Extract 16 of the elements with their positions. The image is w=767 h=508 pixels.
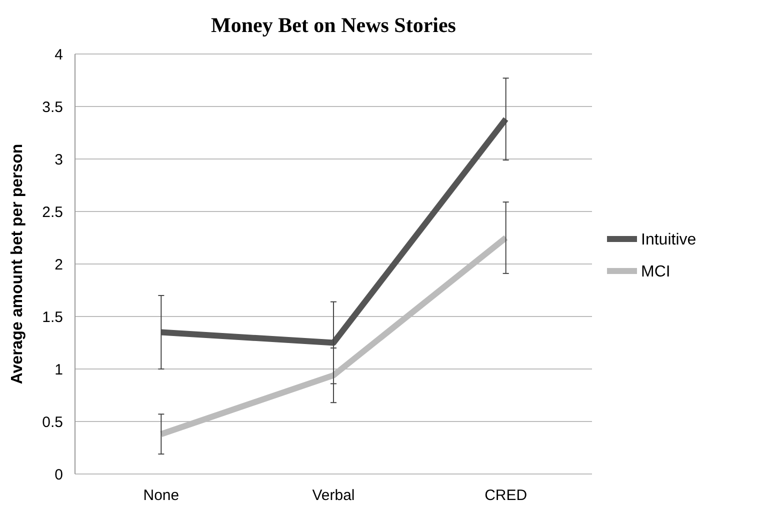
legend-label: MCI bbox=[641, 264, 670, 281]
y-tick-label: 1.5 bbox=[42, 308, 63, 326]
y-tick-label: 2.5 bbox=[42, 204, 63, 221]
y-tick-label: 3 bbox=[54, 151, 63, 168]
legend-label: Intuitive bbox=[641, 232, 696, 249]
x-tick-label: None bbox=[143, 487, 180, 504]
y-tick-label: 2 bbox=[54, 256, 63, 274]
y-tick-label: 4 bbox=[54, 46, 63, 64]
y-tick-label: 0.5 bbox=[42, 414, 63, 431]
y-tick-label: 3.5 bbox=[42, 98, 63, 116]
x-tick-label: Verbal bbox=[312, 487, 355, 504]
y-axis-title: Average amount bet per person bbox=[9, 144, 26, 384]
x-tick-label: CRED bbox=[484, 487, 528, 504]
chart-title: Money Bet on News Stories bbox=[211, 13, 456, 37]
y-tick-label: 1 bbox=[54, 361, 63, 378]
y-tick-label: 0 bbox=[54, 466, 63, 484]
